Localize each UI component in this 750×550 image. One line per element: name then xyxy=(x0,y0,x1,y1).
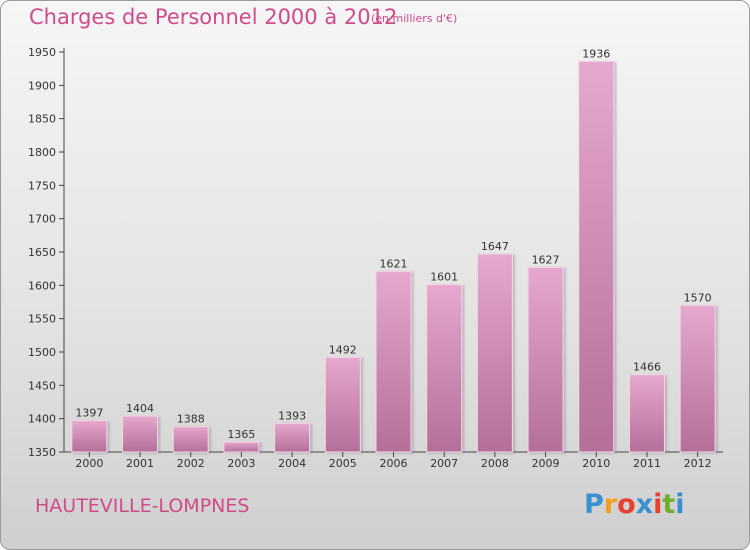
chart-subtitle: (en milliers d'€) xyxy=(371,12,458,25)
value-label: 1397 xyxy=(75,407,103,420)
x-tick-label: 2006 xyxy=(380,457,408,470)
y-tick-label: 1800 xyxy=(28,146,56,159)
value-label: 1936 xyxy=(582,47,610,60)
x-tick-label: 2007 xyxy=(430,457,458,470)
value-label: 1621 xyxy=(380,257,408,270)
y-tick-label: 1750 xyxy=(28,179,56,192)
bar xyxy=(324,356,361,453)
x-tick-label: 2001 xyxy=(126,457,154,470)
y-tick-label: 1900 xyxy=(28,79,56,92)
x-tick-label: 2004 xyxy=(278,457,306,470)
x-tick-label: 2011 xyxy=(633,457,661,470)
brand-letter: o xyxy=(617,489,636,520)
y-tick-label: 1500 xyxy=(28,346,56,359)
y-tick-label: 1350 xyxy=(28,446,56,459)
x-tick-label: 2008 xyxy=(481,457,509,470)
y-tick-label: 1950 xyxy=(28,46,56,59)
bar xyxy=(375,270,412,453)
y-tick-label: 1600 xyxy=(28,279,56,292)
value-label: 1393 xyxy=(278,409,306,422)
bar xyxy=(172,426,209,453)
brand-letter: i xyxy=(653,489,663,520)
bar xyxy=(578,60,615,453)
value-label: 1466 xyxy=(633,361,661,374)
x-tick-label: 2000 xyxy=(75,457,103,470)
bar xyxy=(426,284,463,453)
bar xyxy=(122,415,159,453)
value-label: 1570 xyxy=(684,291,712,304)
value-label: 1492 xyxy=(329,343,357,356)
brand-letter: t xyxy=(662,489,676,520)
brand-letter: P xyxy=(584,489,604,520)
y-tick-label: 1850 xyxy=(28,113,56,126)
brand-letter: x xyxy=(635,489,654,520)
bar xyxy=(274,422,311,453)
x-tick-label: 2009 xyxy=(532,457,560,470)
value-label: 1404 xyxy=(126,402,154,415)
proxiti-logo: Proxiti xyxy=(584,489,685,520)
x-tick-label: 2012 xyxy=(684,457,712,470)
x-tick-label: 2003 xyxy=(227,457,255,470)
y-tick-label: 1400 xyxy=(28,413,56,426)
y-tick-label: 1450 xyxy=(28,379,56,392)
bar xyxy=(527,266,564,453)
bar xyxy=(476,253,513,453)
value-label: 1365 xyxy=(227,428,255,441)
y-tick-label: 1700 xyxy=(28,213,56,226)
bar xyxy=(628,374,665,453)
x-tick-label: 2005 xyxy=(329,457,357,470)
commune-name: HAUTEVILLE-LOMPNES xyxy=(35,495,250,517)
value-label: 1627 xyxy=(532,253,560,266)
y-tick-label: 1650 xyxy=(28,246,56,259)
value-label: 1647 xyxy=(481,240,509,253)
value-label: 1388 xyxy=(177,413,205,426)
bar xyxy=(679,304,716,453)
chart-title: Charges de Personnel 2000 à 2012 xyxy=(29,5,398,29)
y-tick-label: 1550 xyxy=(28,313,56,326)
brand-letter: r xyxy=(603,489,618,520)
bar xyxy=(223,441,260,453)
brand-letter: i xyxy=(675,489,685,520)
x-tick-label: 2010 xyxy=(582,457,610,470)
x-tick-label: 2002 xyxy=(177,457,205,470)
value-label: 1601 xyxy=(430,271,458,284)
bar xyxy=(71,420,108,453)
